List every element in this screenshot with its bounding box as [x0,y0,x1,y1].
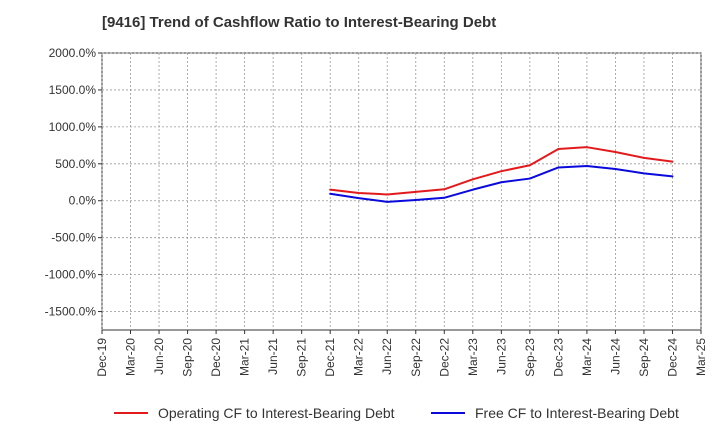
x-tick-label: Dec-24 [665,338,679,377]
x-tick-label: Jun-22 [380,338,394,375]
x-tick-label: Mar-25 [694,338,708,376]
x-tick-label: Jun-24 [608,338,622,375]
y-tick-label: 0.0% [69,194,97,208]
chart-title: [9416] Trend of Cashflow Ratio to Intere… [102,14,497,31]
x-tick-label: Mar-22 [352,338,366,376]
y-tick-label: -500.0% [51,231,96,245]
plot-area [101,52,702,331]
series-lines [329,146,674,203]
series-line-free-cf [329,165,674,203]
x-tick-label: Mar-20 [124,338,138,376]
x-tick-label: Sep-24 [637,338,651,377]
x-tick-label: Mar-23 [466,338,480,376]
x-tick-label: Dec-21 [323,338,337,377]
x-tick-label: Sep-22 [409,338,423,377]
y-tick-label: 2000.0% [49,46,97,60]
legend-label-free-cf: Free CF to Interest-Bearing Debt [475,405,679,421]
x-tick-label: Mar-24 [580,338,594,376]
legend-item-free-cf: Free CF to Interest-Bearing Debt [431,405,679,421]
x-tick-label: Sep-23 [523,338,537,377]
y-tick-label: 500.0% [55,157,96,171]
x-axis-ticks: Dec-19 Mar-20 Jun-20 Sep-20 Dec-20 Mar-21 Jun-… [95,330,708,377]
x-tick-label: Mar-21 [238,338,252,376]
x-tick-label: Dec-19 [95,338,109,377]
x-tick-label: Sep-20 [181,338,195,377]
series-line-operating-cf [329,146,674,196]
legend-label-operating-cf: Operating CF to Interest-Bearing Debt [158,405,395,421]
x-tick-label: Jun-21 [266,338,280,375]
x-tick-label: Dec-20 [209,338,223,377]
x-tick-label: Dec-23 [551,338,565,377]
x-tick-label: Sep-21 [295,338,309,377]
x-tick-label: Jun-20 [152,338,166,375]
legend-swatch-free-cf [431,412,465,414]
y-tick-label: 1500.0% [49,83,97,97]
y-tick-label: -1000.0% [45,268,97,282]
y-tick-label: 1000.0% [49,120,97,134]
legend-swatch-operating-cf [114,412,148,414]
x-tick-label: Jun-23 [494,338,508,375]
y-axis-ticks: 2000.0% 1500.0% 1000.0% 500.0% 0.0% -500.0% -1… [45,46,102,319]
x-tick-label: Dec-22 [437,338,451,377]
legend-item-operating-cf: Operating CF to Interest-Bearing Debt [114,405,395,421]
y-tick-label: -1500.0% [45,305,97,319]
